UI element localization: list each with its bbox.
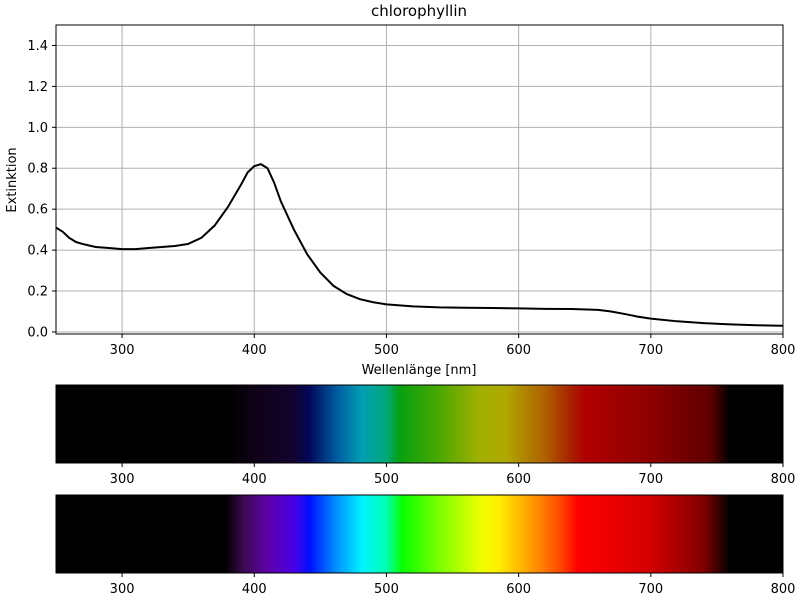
data-series [55, 163, 784, 327]
visible-spectrum-strip [56, 495, 783, 573]
x-tick-label: 700 [638, 343, 663, 358]
x-tick-label: 800 [771, 472, 796, 487]
x-tick-label: 300 [110, 582, 135, 597]
y-axis-label: Extinktion [5, 147, 20, 212]
absorbed-spectrum-x-axis: 300 400 500 600 700 800 [110, 463, 796, 487]
x-tick-label: 700 [638, 472, 663, 487]
visible-spectrum-panel: 300 400 500 600 700 800 [55, 494, 796, 597]
visible-spectrum-frame [55, 494, 784, 574]
y-tick-label: 1.0 [27, 121, 48, 136]
x-tick-label: 500 [374, 472, 399, 487]
y-tick-label: 0.0 [27, 325, 48, 340]
x-tick-label: 800 [771, 343, 796, 358]
x-tick-label: 800 [771, 582, 796, 597]
x-tick-label: 500 [374, 582, 399, 597]
x-tick-label: 600 [506, 472, 531, 487]
y-tick-label: 1.2 [27, 80, 48, 95]
x-tick-label: 300 [110, 343, 135, 358]
plot-frame [55, 24, 784, 335]
x-tick-label: 300 [110, 472, 135, 487]
y-tick-label: 0.6 [27, 203, 48, 218]
y-axis: 0.0 0.2 0.4 0.6 0.8 1.0 1.2 1.4 [27, 39, 56, 340]
x-tick-label: 400 [242, 472, 267, 487]
y-tick-label: 0.4 [27, 244, 48, 259]
line-chart: chlorophyllin 300 400 500 600 700 800 0.00.20… [5, 2, 795, 378]
absorbed-spectrum-frame [55, 384, 784, 464]
x-tick-label: 600 [506, 582, 531, 597]
grid-lines [56, 25, 783, 334]
y-tick-label: 1.4 [27, 39, 48, 54]
x-tick-label: 400 [242, 582, 267, 597]
y-tick-label: 0.8 [27, 162, 48, 177]
x-tick-label: 500 [374, 343, 399, 358]
series-line-extinktion [55, 163, 784, 327]
x-axis: 300 400 500 600 700 800 [110, 334, 796, 358]
x-tick-label: 400 [242, 343, 267, 358]
absorbed-spectrum-strip [56, 385, 783, 463]
visible-spectrum-x-axis: 300 400 500 600 700 800 [110, 573, 796, 597]
x-axis-label: Wellenlänge [nm] [362, 363, 477, 378]
x-tick-label: 600 [506, 343, 531, 358]
x-tick-label: 700 [638, 582, 663, 597]
absorbed-spectrum-panel: 300 400 500 600 700 800 [55, 384, 796, 487]
y-tick-label: 0.2 [27, 285, 48, 300]
chart-title: chlorophyllin [371, 2, 467, 20]
